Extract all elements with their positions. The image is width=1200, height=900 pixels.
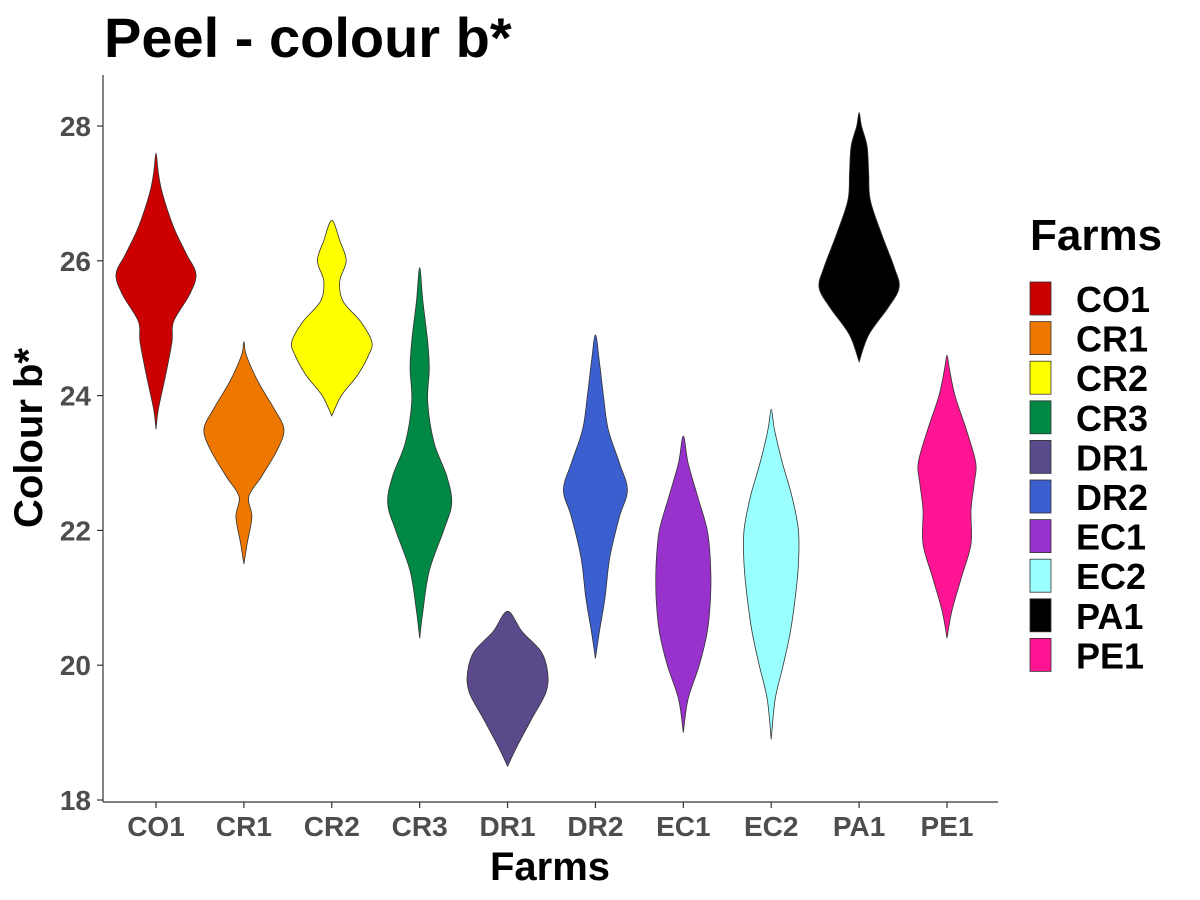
legend-label-cr3: CR3 xyxy=(1076,398,1148,439)
violin-cr3 xyxy=(387,267,453,639)
legend-swatch-cr1 xyxy=(1029,321,1052,356)
legend-swatch-ec1 xyxy=(1029,519,1052,553)
legend-label-pe1: PE1 xyxy=(1076,635,1144,676)
x-tick-label-cr1: CR1 xyxy=(216,811,272,842)
legend-label-co1: CO1 xyxy=(1076,279,1150,320)
y-axis-ticks: 18 20 22 24 26 28 xyxy=(60,111,103,816)
violin-dr1 xyxy=(466,610,549,768)
y-axis-title: Colour b* xyxy=(7,348,51,528)
violin-dr2 xyxy=(562,334,628,659)
x-tick-label-cr3: CR3 xyxy=(392,811,448,842)
legend-swatch-pa1 xyxy=(1029,598,1052,633)
violin-pe1 xyxy=(917,354,977,639)
legend-swatch-ec2 xyxy=(1029,558,1052,593)
x-tick-label-ec1: EC1 xyxy=(656,811,710,842)
legend-label-ec1: EC1 xyxy=(1076,517,1146,558)
legend-label-ec2: EC2 xyxy=(1076,556,1146,597)
violin-ec1 xyxy=(655,435,712,733)
plot-area xyxy=(115,112,977,768)
legend-swatch-pe1 xyxy=(1029,638,1052,672)
y-tick-label: 28 xyxy=(60,111,91,142)
x-tick-label-pe1: PE1 xyxy=(921,811,974,842)
y-tick-label: 20 xyxy=(60,650,91,681)
y-tick-label: 24 xyxy=(60,381,92,412)
legend-label-cr2: CR2 xyxy=(1076,358,1148,399)
legend-swatch-cr2 xyxy=(1029,360,1052,395)
x-axis-title: Farms xyxy=(490,845,610,889)
violin-co1 xyxy=(115,152,197,430)
x-axis-ticks: CO1 CR1 CR2 CR3 DR1 DR2 EC1 EC2 PA1 PE1 xyxy=(127,802,973,842)
legend-swatch-cr3 xyxy=(1029,400,1052,435)
violin-cr1 xyxy=(203,341,285,565)
x-tick-label-co1: CO1 xyxy=(127,811,185,842)
y-tick-label: 22 xyxy=(60,515,91,546)
violin-cr2 xyxy=(290,219,373,417)
legend-label-cr1: CR1 xyxy=(1076,319,1148,360)
chart-title: Peel - colour b* xyxy=(104,6,512,69)
legend-label-pa1: PA1 xyxy=(1076,596,1143,637)
violin-pa1 xyxy=(818,112,900,364)
legend-swatch-dr2 xyxy=(1029,479,1052,514)
x-tick-label-ec2: EC2 xyxy=(744,811,798,842)
x-tick-label-cr2: CR2 xyxy=(304,811,360,842)
legend-label-dr1: DR1 xyxy=(1076,437,1148,478)
legend-swatch-dr1 xyxy=(1029,439,1052,474)
y-tick-label: 26 xyxy=(60,246,91,277)
x-tick-label-dr1: DR1 xyxy=(480,811,536,842)
legend-swatch-co1 xyxy=(1029,281,1052,316)
legend-label-dr2: DR2 xyxy=(1076,477,1148,518)
x-tick-label-dr2: DR2 xyxy=(567,811,623,842)
x-tick-label-pa1: PA1 xyxy=(833,811,885,842)
y-tick-label: 18 xyxy=(60,785,91,816)
legend-title: Farms xyxy=(1030,211,1162,260)
violin-ec2 xyxy=(743,408,800,740)
